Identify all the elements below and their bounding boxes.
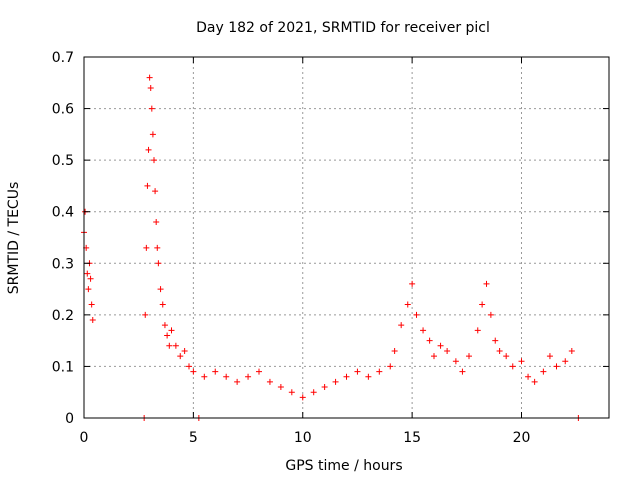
data-point <box>154 244 161 251</box>
data-point <box>459 368 466 375</box>
data-point <box>87 275 94 282</box>
data-point <box>343 373 350 380</box>
data-point <box>503 353 510 360</box>
data-point <box>152 188 159 195</box>
data-points <box>81 74 582 421</box>
data-point <box>332 378 339 385</box>
y-tick-label: 0.3 <box>52 256 74 272</box>
y-tick-label: 0.1 <box>52 359 74 375</box>
data-point <box>492 337 499 344</box>
ticks <box>83 56 609 419</box>
data-point <box>452 358 459 365</box>
plot-frame <box>83 56 610 419</box>
x-tick-label: 10 <box>294 430 312 446</box>
data-point <box>321 384 328 391</box>
data-point <box>153 219 160 226</box>
data-point <box>496 347 503 354</box>
data-point <box>88 301 95 308</box>
data-point <box>177 353 184 360</box>
data-point <box>466 353 472 360</box>
data-point <box>161 322 168 329</box>
data-point <box>168 327 175 334</box>
chart-title: Day 182 of 2021, SRMTID for receiver pic… <box>196 20 490 36</box>
data-point <box>487 311 494 318</box>
data-point <box>568 347 575 354</box>
data-point <box>201 373 208 380</box>
data-point <box>234 378 241 385</box>
y-tick-label: 0.6 <box>52 102 74 118</box>
data-point <box>437 342 444 349</box>
tick-labels: 0 0.1 0.2 0.3 0.4 0.5 0.6 0.7 0 5 10 15 20 <box>52 50 531 446</box>
data-point <box>172 342 179 349</box>
x-tick-label: 20 <box>513 430 531 446</box>
data-point <box>310 389 317 396</box>
data-point <box>387 363 394 370</box>
data-point <box>546 353 553 360</box>
data-point <box>479 301 486 308</box>
x-tick-label: 0 <box>80 430 89 446</box>
data-point <box>474 327 481 334</box>
data-point <box>413 311 420 318</box>
data-point <box>420 327 427 334</box>
data-point <box>186 363 192 370</box>
x-tick-label: 5 <box>189 430 198 446</box>
data-point <box>509 363 516 370</box>
data-point <box>553 363 560 370</box>
data-point <box>404 301 411 308</box>
data-point <box>146 74 153 81</box>
data-point <box>288 389 295 396</box>
data-point <box>181 347 188 354</box>
data-point <box>190 368 197 375</box>
y-tick-label: 0.4 <box>52 205 74 221</box>
data-point <box>483 280 490 287</box>
data-point <box>159 301 166 308</box>
y-tick-label: 0.2 <box>52 308 74 324</box>
data-point <box>525 373 532 380</box>
data-point <box>365 373 372 380</box>
data-point <box>562 358 569 365</box>
data-point <box>223 373 230 380</box>
data-point <box>144 182 151 189</box>
data-point <box>143 244 150 251</box>
data-point <box>245 373 252 380</box>
data-point <box>266 378 273 385</box>
x-tick-label: 15 <box>403 430 421 446</box>
y-tick-label: 0.5 <box>52 153 74 169</box>
data-point <box>151 157 157 164</box>
y-axis-title: SRMTID / TECUs <box>6 182 22 295</box>
data-point <box>354 368 361 375</box>
y-tick-label: 0.7 <box>52 50 74 66</box>
data-point <box>540 368 547 375</box>
data-point <box>409 280 416 287</box>
data-point <box>212 368 219 375</box>
data-point <box>391 347 398 354</box>
data-point <box>155 260 162 267</box>
data-point <box>89 317 96 324</box>
data-point <box>157 286 164 293</box>
data-point <box>84 270 91 277</box>
data-point <box>531 378 538 385</box>
data-point <box>142 311 149 318</box>
y-tick-label: 0 <box>65 411 74 427</box>
data-point <box>431 353 437 360</box>
data-point <box>398 322 405 329</box>
data-point <box>376 368 383 375</box>
data-point <box>85 286 92 293</box>
data-point <box>256 368 262 375</box>
data-point <box>147 84 154 91</box>
data-point <box>426 337 433 344</box>
x-axis-title: GPS time / hours <box>285 458 402 474</box>
data-point <box>166 342 173 349</box>
data-point <box>164 332 171 339</box>
data-point <box>149 131 156 138</box>
data-point <box>148 105 155 112</box>
grid <box>84 57 609 418</box>
data-point <box>518 358 525 365</box>
data-point <box>145 146 152 153</box>
data-point <box>277 384 284 391</box>
data-point <box>299 394 306 401</box>
data-point <box>444 347 451 354</box>
